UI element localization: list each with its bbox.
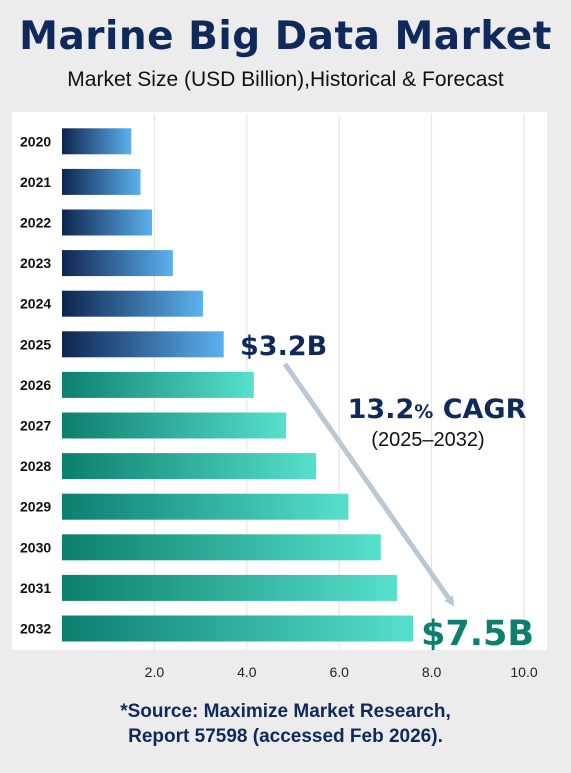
chart-subtitle: Market Size (USD Billion),Historical & F… bbox=[67, 68, 504, 91]
y-tick-label-2031: 2031 bbox=[20, 580, 51, 596]
y-tick-label-2027: 2027 bbox=[20, 418, 51, 434]
y-tick-label-2025: 2025 bbox=[20, 336, 51, 352]
source-line-2: Report 57598 (accessed Feb 2026). bbox=[128, 726, 443, 747]
y-tick-label-2021: 2021 bbox=[20, 174, 51, 190]
y-tick-label-2024: 2024 bbox=[20, 296, 51, 312]
cagr-range-label: (2025–2032) bbox=[371, 429, 484, 451]
x-tick-label: 4.0 bbox=[237, 664, 257, 680]
bars bbox=[62, 128, 414, 642]
x-tick-labels: 2.0 4.0 6.0 8.0 10.0 bbox=[145, 664, 538, 680]
y-tick-label-2020: 2020 bbox=[20, 133, 51, 149]
bar-2020 bbox=[62, 128, 132, 155]
y-tick-label-2032: 2032 bbox=[20, 621, 51, 637]
end-value-label: $7.5B bbox=[421, 614, 534, 654]
bar-2031 bbox=[62, 574, 397, 601]
growth-arrow bbox=[282, 362, 455, 607]
cagr-label: 13.2% CAGR bbox=[348, 394, 527, 425]
y-tick-label-2029: 2029 bbox=[20, 499, 51, 515]
cagr-word: CAGR bbox=[433, 394, 526, 425]
bar-2021 bbox=[62, 168, 141, 195]
source-note: *Source: Maximize Market Research, Repor… bbox=[0, 699, 571, 749]
x-tick-label: 6.0 bbox=[329, 664, 349, 680]
cagr-percent: % bbox=[414, 401, 433, 423]
y-tick-label-2028: 2028 bbox=[20, 458, 51, 474]
bar-2028 bbox=[62, 453, 317, 480]
source-line-1: *Source: Maximize Market Research, bbox=[120, 701, 451, 722]
y-tick-label-2030: 2030 bbox=[20, 539, 51, 555]
y-tick-label-2026: 2026 bbox=[20, 377, 51, 393]
y-tick-label-2023: 2023 bbox=[20, 255, 51, 271]
bar-2024 bbox=[62, 290, 203, 317]
bar-2029 bbox=[62, 493, 349, 520]
bar-2022 bbox=[62, 209, 153, 236]
y-tick-labels: 2020 2021 2022 2023 2024 2025 2026 2027 2028 2029… bbox=[20, 133, 51, 636]
bar-2027 bbox=[62, 412, 287, 439]
x-tick-label: 2.0 bbox=[145, 664, 165, 680]
bar-2032 bbox=[62, 615, 414, 642]
grid-lines bbox=[153, 114, 525, 650]
bar-2026 bbox=[62, 371, 254, 398]
start-value-label: $3.2B bbox=[240, 331, 327, 362]
bar-2025 bbox=[62, 331, 224, 358]
chart-title: Marine Big Data Market bbox=[19, 14, 552, 59]
y-tick-label-2022: 2022 bbox=[20, 215, 51, 231]
bar-2023 bbox=[62, 250, 173, 277]
x-tick-label: 10.0 bbox=[510, 664, 537, 680]
x-tick-label: 8.0 bbox=[422, 664, 442, 680]
bar-2030 bbox=[62, 534, 381, 561]
cagr-value: 13.2 bbox=[348, 394, 415, 425]
